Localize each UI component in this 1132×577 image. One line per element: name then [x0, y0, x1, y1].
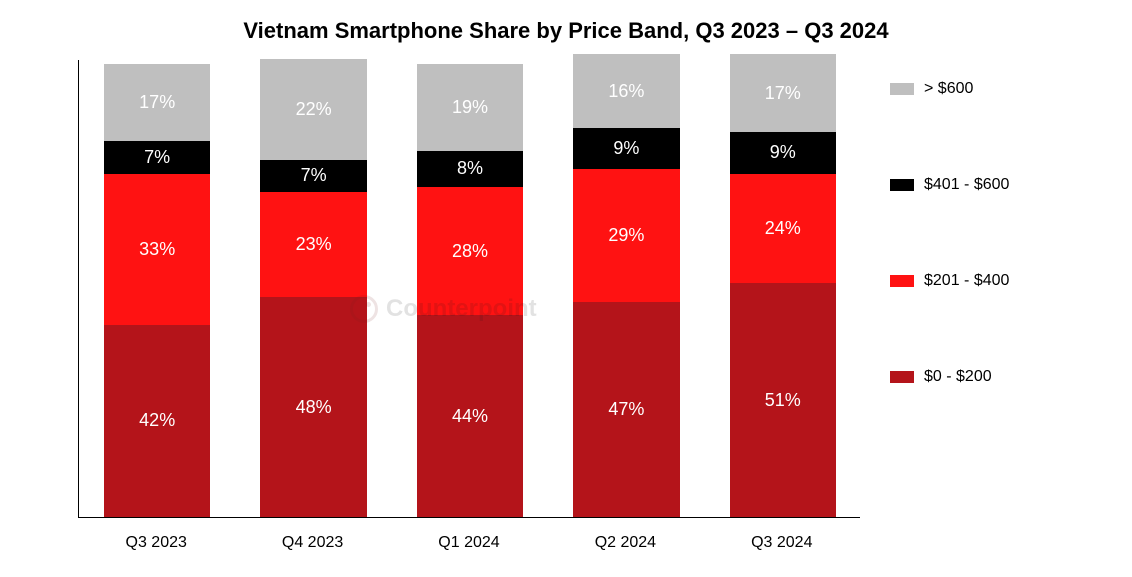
legend-label: > $600 [924, 80, 973, 98]
segment-label: 8% [457, 158, 483, 179]
segment-label: 19% [452, 97, 488, 118]
legend-label: $0 - $200 [924, 368, 992, 386]
bar-segment: 8% [417, 151, 523, 188]
legend-swatch [890, 83, 914, 95]
bar-segment: 44% [417, 315, 523, 517]
segment-label: 29% [608, 225, 644, 246]
bar-group: 51% 24% 9% 17% [730, 54, 836, 517]
legend-label: $201 - $400 [924, 272, 1009, 290]
x-axis-label: Q3 2023 [78, 534, 234, 552]
segment-label: 44% [452, 406, 488, 427]
segment-label: 48% [296, 397, 332, 418]
bar-segment: 28% [417, 187, 523, 315]
segment-label: 24% [765, 218, 801, 239]
bar-segment: 47% [573, 302, 679, 517]
segment-label: 42% [139, 410, 175, 431]
x-axis-label: Q3 2024 [704, 534, 860, 552]
legend-item: $401 - $600 [890, 176, 1110, 194]
legend-item: > $600 [890, 80, 1110, 98]
bar-segment: 17% [730, 54, 836, 132]
chart-canvas: Vietnam Smartphone Share by Price Band, … [0, 0, 1132, 577]
bar-group: 44% 28% 8% 19% [417, 64, 523, 517]
bars-container: 42% 33% 7% 17% 48% 23% 7% 22% 44% 28% 8% 19% 47% 29% 9… [79, 60, 860, 517]
segment-label: 16% [608, 81, 644, 102]
bar-segment: 23% [260, 192, 366, 297]
bar-segment: 24% [730, 174, 836, 284]
x-axis-label: Q4 2023 [234, 534, 390, 552]
bar-segment: 7% [260, 160, 366, 192]
segment-label: 23% [296, 234, 332, 255]
plot-area: 42% 33% 7% 17% 48% 23% 7% 22% 44% 28% 8% 19% 47% 29% 9… [78, 60, 860, 518]
segment-label: 9% [613, 138, 639, 159]
bar-segment: 48% [260, 297, 366, 517]
bar-segment: 51% [730, 283, 836, 517]
segment-label: 22% [296, 99, 332, 120]
legend-item: $0 - $200 [890, 368, 1110, 386]
bar-group: 48% 23% 7% 22% [260, 59, 366, 517]
segment-label: 7% [301, 165, 327, 186]
bar-segment: 19% [417, 64, 523, 151]
legend-swatch [890, 371, 914, 383]
segment-label: 28% [452, 241, 488, 262]
bar-segment: 33% [104, 174, 210, 325]
segment-label: 17% [139, 92, 175, 113]
legend-swatch [890, 275, 914, 287]
bar-group: 47% 29% 9% 16% [573, 54, 679, 517]
segment-label: 7% [144, 147, 170, 168]
legend: > $600 $401 - $600 $201 - $400 $0 - $200 [890, 80, 1110, 386]
bar-segment: 22% [260, 59, 366, 160]
x-axis-label: Q2 2024 [547, 534, 703, 552]
bar-segment: 42% [104, 325, 210, 517]
segment-label: 47% [608, 399, 644, 420]
bar-segment: 9% [573, 128, 679, 169]
bar-segment: 7% [104, 141, 210, 173]
bar-group: 42% 33% 7% 17% [104, 64, 210, 517]
legend-item: $201 - $400 [890, 272, 1110, 290]
bar-segment: 29% [573, 169, 679, 302]
segment-label: 51% [765, 390, 801, 411]
bar-segment: 16% [573, 54, 679, 127]
segment-label: 33% [139, 239, 175, 260]
legend-swatch [890, 179, 914, 191]
bar-segment: 17% [104, 64, 210, 142]
bar-segment: 9% [730, 132, 836, 173]
x-axis-label: Q1 2024 [391, 534, 547, 552]
segment-label: 9% [770, 142, 796, 163]
chart-title: Vietnam Smartphone Share by Price Band, … [0, 18, 1132, 44]
segment-label: 17% [765, 83, 801, 104]
legend-label: $401 - $600 [924, 176, 1009, 194]
